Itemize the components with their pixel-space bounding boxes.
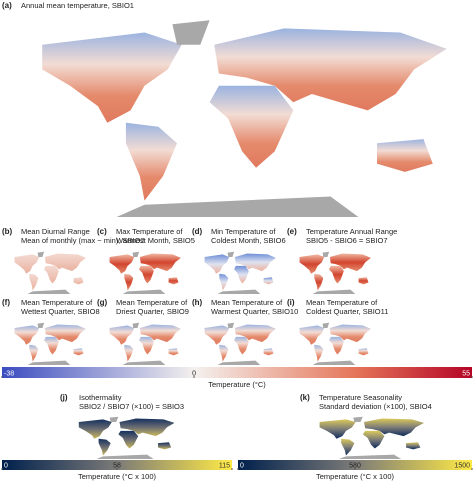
panel-title: Temperature Annual Range <box>306 227 397 236</box>
colorbar-tick-label: 0 <box>4 463 8 470</box>
panel-title: Min Temperature of <box>211 227 276 236</box>
panel-label: (i) <box>287 298 295 307</box>
panel-label: (k) <box>300 393 310 402</box>
colorbar-title: Temperature (°C x 100) <box>316 472 395 481</box>
colorbar-tick-label: 0 <box>192 371 196 378</box>
panel-title: Mean Temperature of <box>116 298 188 307</box>
world-map <box>299 251 371 294</box>
panel-title: Driest Quarter, SBIO9 <box>116 307 189 316</box>
panel-label: (g) <box>97 298 108 307</box>
colorbar-tick-label: 115 <box>219 463 230 470</box>
world-map <box>109 322 181 365</box>
colorbar-tick-label: 0 <box>240 463 244 470</box>
colorbar-tick-label: 1500 <box>454 463 470 470</box>
colorbar-title: Temperature (°C x 100) <box>78 472 157 481</box>
panel-title: Mean Temperature of <box>21 298 93 307</box>
panel-title: Standard deviation (×100), SBIO4 <box>319 402 432 411</box>
panel-title: Coldest Month, SBIO6 <box>211 236 286 245</box>
world-map <box>299 322 371 365</box>
colorbar <box>2 367 472 378</box>
world-map <box>109 251 181 294</box>
panel-label: (h) <box>192 298 203 307</box>
panel-title: Wettest Quarter, SBIO8 <box>21 307 100 316</box>
world-map <box>14 251 86 294</box>
panel-title: Mean of monthly (max − min), SBIO2 <box>21 236 145 245</box>
colorbar <box>2 460 232 470</box>
panel-title: Warmest Quarter, SBIO10 <box>211 307 298 316</box>
colorbar-title: Temperature (°C) <box>208 380 266 389</box>
panel-title: Annual mean temperature, SBIO1 <box>21 1 134 10</box>
panel-title: SBIO5 - SBIO6 = SBIO7 <box>306 236 388 245</box>
panel-label: (c) <box>97 227 107 236</box>
world-map <box>204 251 276 294</box>
panel-title: Isothermality <box>79 393 122 402</box>
panel-label: (b) <box>2 227 13 236</box>
panel-title: Mean Temperature of <box>211 298 283 307</box>
colorbar-tick-label: 580 <box>349 463 361 470</box>
panel-label: (a) <box>2 1 12 10</box>
panel-title: Coldest Quarter, SBIO11 <box>306 307 388 316</box>
world-map <box>78 416 175 459</box>
panel-title: Max Temperature of <box>116 227 183 236</box>
panel-title: Mean Temperature of <box>306 298 378 307</box>
colorbar-tick-label: 55 <box>462 371 470 378</box>
panel-label: (j) <box>60 393 68 402</box>
panel-title: SBIO2 / SBIO7 (×100) = SBIO3 <box>79 402 184 411</box>
world-map <box>42 20 447 217</box>
panel-title: Warmest Month, SBIO5 <box>116 236 195 245</box>
colorbar-tick-label: -38 <box>4 371 14 378</box>
world-map <box>14 322 86 365</box>
colorbar <box>238 460 472 470</box>
panel-label: (d) <box>192 227 203 236</box>
colorbar-tick-label: 58 <box>113 463 121 470</box>
panel-title: Mean Diurnal Range <box>21 227 90 236</box>
panel-title: Temperature Seasonality <box>319 393 402 402</box>
world-map <box>319 416 424 459</box>
world-map <box>204 322 276 365</box>
panel-label: (e) <box>287 227 297 236</box>
panel-label: (f) <box>2 298 10 307</box>
